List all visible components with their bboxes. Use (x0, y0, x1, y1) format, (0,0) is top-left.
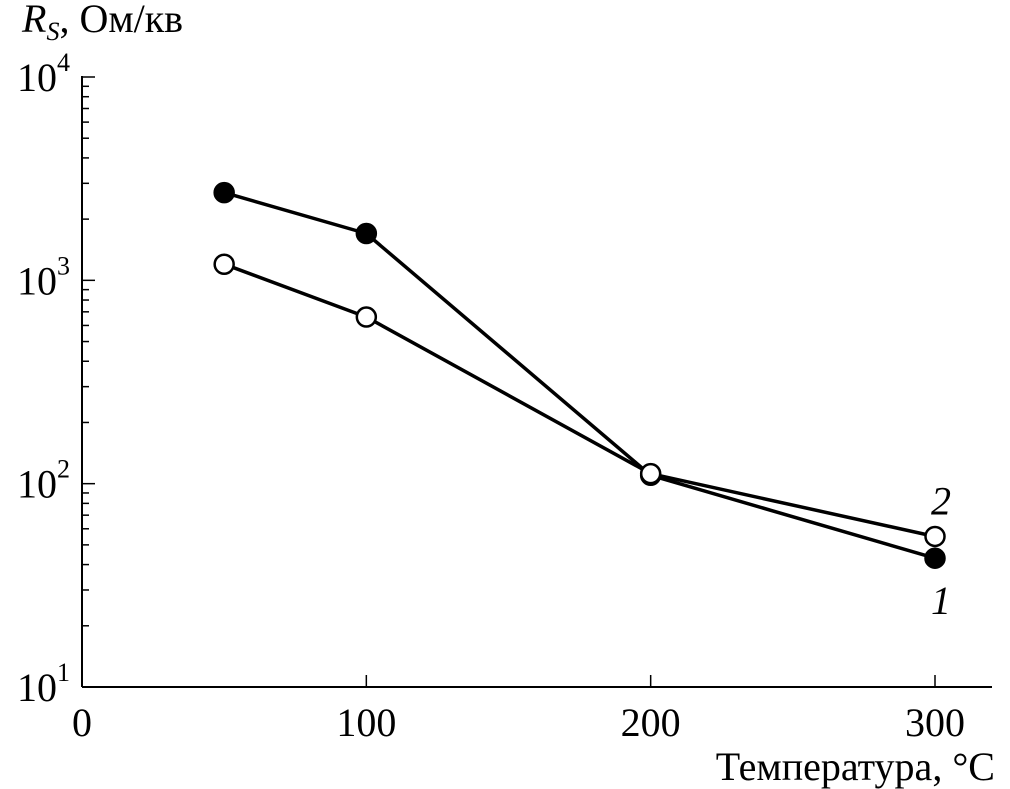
y-tick-label-base: 10 (17, 55, 57, 100)
series-2-line (223, 262, 936, 539)
series-2-point (213, 253, 235, 275)
y-tick-label-exponent: 1 (57, 658, 70, 687)
y-axis-label-subscript: S (46, 17, 59, 46)
x-tick-label: 0 (72, 700, 92, 745)
x-tick-label: 100 (336, 700, 396, 745)
series-markers (213, 181, 946, 569)
y-tick-label-base: 10 (17, 258, 57, 303)
y-tick-label-exponent: 3 (57, 251, 70, 280)
axes (81, 76, 992, 688)
series-1-point (355, 222, 378, 245)
x-tick-label: 300 (905, 700, 965, 745)
x-tick-label: 200 (621, 700, 681, 745)
series-1-point (924, 547, 946, 569)
series-2-label: 2 (931, 478, 951, 523)
y-tick-label-exponent: 2 (57, 455, 70, 484)
y-tick-label: 101 (17, 658, 70, 710)
y-axis-label-symbol: R (21, 0, 46, 41)
series-2-point (924, 525, 946, 548)
series-1-label: 1 (931, 578, 951, 623)
y-tick-label: 102 (17, 455, 70, 507)
y-axis-label-unit: , Ом/кв (59, 0, 183, 41)
y-axis-label: RS, Ом/кв (21, 0, 183, 46)
y-tick-label: 103 (17, 251, 70, 303)
y-tick-label-base: 10 (17, 665, 57, 710)
series-2-point (639, 462, 662, 485)
y-tick-label: 104 (17, 48, 70, 100)
y-tick-label-base: 10 (17, 462, 57, 507)
y-tick-label-exponent: 4 (57, 48, 70, 77)
series-1-point (213, 181, 235, 204)
series-lines (223, 190, 936, 560)
series-2-point (355, 306, 378, 328)
x-axis-label: Температура, °C (716, 744, 995, 789)
series-1-line (223, 190, 936, 560)
